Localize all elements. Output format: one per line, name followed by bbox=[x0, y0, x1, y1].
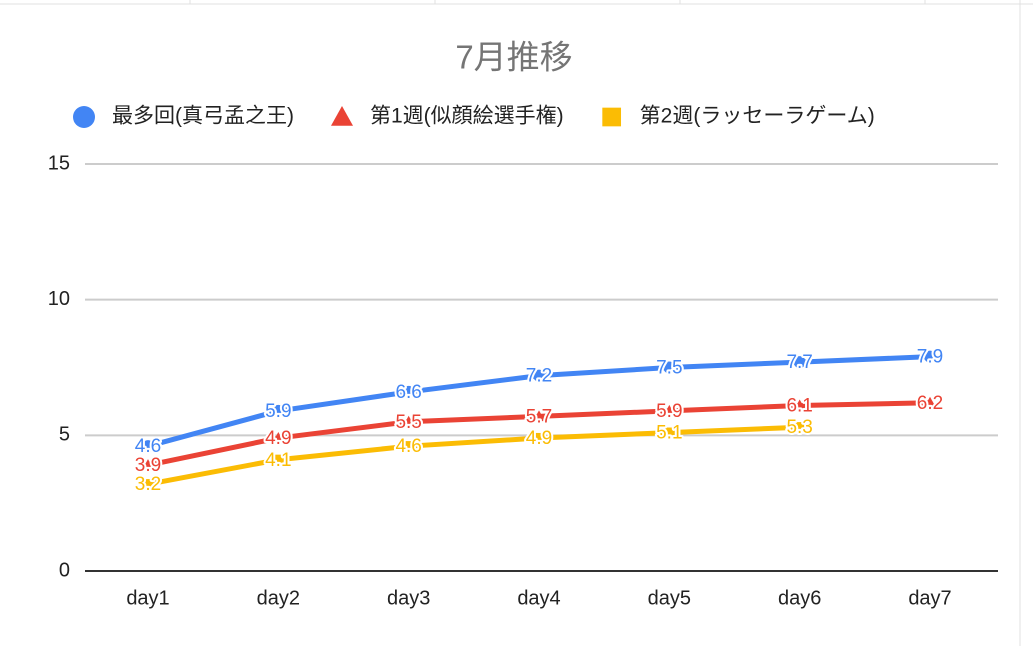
point bbox=[273, 454, 284, 465]
point bbox=[793, 399, 806, 411]
point bbox=[924, 396, 936, 408]
point bbox=[924, 350, 936, 363]
x-tick-label: day6 bbox=[778, 587, 821, 609]
x-tick-label: day3 bbox=[387, 587, 430, 609]
data-label: 7.9 bbox=[917, 347, 943, 368]
data-label: 6.6 bbox=[395, 382, 421, 403]
data-label: 4.9 bbox=[265, 428, 291, 449]
point bbox=[272, 404, 285, 417]
point bbox=[403, 441, 414, 452]
x-tick-label: day7 bbox=[908, 587, 951, 609]
x-tick-label: day1 bbox=[126, 587, 169, 609]
data-label: 6.1 bbox=[786, 396, 812, 417]
legend-label: 第1週(似顔絵選手権) bbox=[370, 105, 564, 128]
point bbox=[533, 410, 545, 422]
point bbox=[664, 427, 675, 438]
x-tick-label: day2 bbox=[257, 587, 300, 609]
point bbox=[533, 369, 545, 382]
data-label: 5.3 bbox=[786, 417, 812, 438]
data-label: 4.1 bbox=[265, 450, 291, 471]
chart-title: 7月推移 bbox=[455, 39, 572, 76]
data-label: 3.2 bbox=[135, 474, 161, 495]
series-line bbox=[147, 424, 800, 487]
point bbox=[663, 404, 676, 416]
point bbox=[794, 422, 805, 433]
data-label: 3.9 bbox=[135, 455, 161, 476]
point bbox=[142, 440, 154, 453]
data-label: 7.7 bbox=[786, 352, 812, 373]
data-label: 4.6 bbox=[135, 436, 161, 457]
legend-label: 第2週(ラッセーラゲーム) bbox=[640, 105, 875, 128]
y-tick-label: 0 bbox=[59, 559, 70, 581]
x-tick-label: day4 bbox=[517, 587, 560, 609]
y-tick-label: 10 bbox=[48, 288, 70, 310]
data-label: 5.9 bbox=[265, 401, 291, 422]
point bbox=[402, 415, 415, 427]
legend-marker bbox=[602, 107, 622, 127]
point bbox=[663, 361, 676, 374]
point bbox=[142, 479, 154, 490]
data-label: 6.2 bbox=[917, 393, 943, 414]
data-label: 5.7 bbox=[526, 406, 552, 427]
data-label: 5.9 bbox=[656, 401, 682, 422]
legend-marker bbox=[331, 106, 353, 126]
data-label: 7.2 bbox=[526, 366, 552, 387]
data-label: 4.9 bbox=[526, 428, 552, 449]
legend-label: 最多回(真弓孟之王) bbox=[112, 105, 294, 128]
point bbox=[402, 385, 415, 398]
data-label: 7.5 bbox=[656, 358, 682, 379]
point bbox=[533, 432, 545, 444]
y-tick-label: 15 bbox=[48, 152, 70, 174]
point bbox=[142, 459, 154, 470]
legend-marker bbox=[73, 106, 95, 128]
point bbox=[272, 432, 285, 443]
y-tick-label: 5 bbox=[59, 424, 70, 446]
data-label: 5.5 bbox=[395, 412, 421, 433]
point bbox=[793, 356, 806, 369]
data-label: 4.6 bbox=[395, 436, 421, 457]
data-label: 5.1 bbox=[656, 423, 682, 444]
x-tick-label: day5 bbox=[648, 587, 691, 609]
legend: 最多回(真弓孟之王) 第1週(似顔絵選手権) 第2週(ラッセーラゲーム) bbox=[73, 105, 875, 128]
